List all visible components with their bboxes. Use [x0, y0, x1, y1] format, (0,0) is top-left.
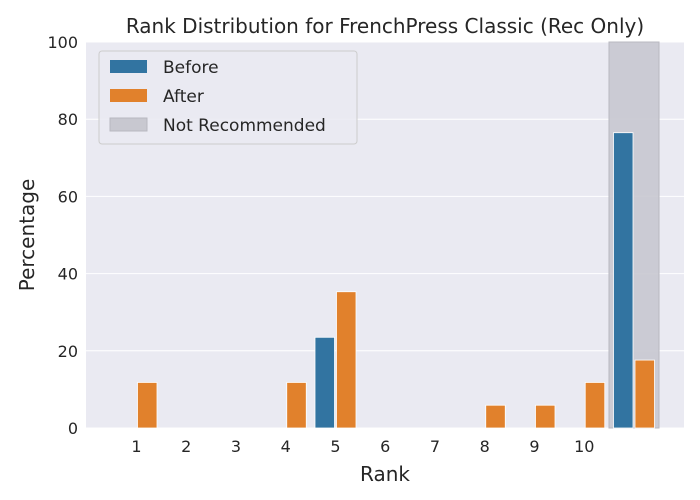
y-axis-title: Percentage	[15, 179, 39, 292]
x-tick-4: 4	[281, 437, 291, 456]
legend: Before After Not Recommended	[98, 50, 358, 145]
bars	[137, 132, 655, 429]
chart-title: Rank Distribution for FrenchPress Classi…	[126, 14, 644, 38]
x-tick-labels: 1 2 3 4 5 6 7 8 9 10	[131, 437, 594, 456]
y-tick-0: 0	[68, 419, 78, 438]
bar-after-5	[336, 291, 357, 429]
legend-swatch-not-recommended	[109, 117, 148, 132]
bar-after-9	[535, 404, 556, 429]
bar-before-not-recommended	[613, 132, 634, 429]
legend-swatch-after	[110, 89, 147, 102]
x-tick-9: 9	[529, 437, 539, 456]
bar-after-10	[584, 382, 606, 429]
legend-label-not-recommended: Not Recommended	[163, 116, 326, 136]
x-tick-3: 3	[231, 437, 241, 456]
y-tick-100: 100	[47, 33, 78, 52]
x-tick-8: 8	[480, 437, 490, 456]
x-tick-7: 7	[430, 437, 440, 456]
legend-label-after: After	[163, 87, 204, 107]
y-tick-20: 20	[58, 342, 78, 361]
y-tick-40: 40	[58, 265, 78, 284]
bar-after-1	[137, 382, 158, 429]
y-tick-labels: 0 20 40 60 80 100	[47, 33, 78, 438]
x-tick-1: 1	[131, 437, 141, 456]
bar-after-8	[485, 404, 506, 429]
x-tick-2: 2	[181, 437, 191, 456]
x-axis-title: Rank	[360, 462, 410, 486]
x-tick-6: 6	[380, 437, 390, 456]
x-tick-5: 5	[330, 437, 340, 456]
x-tick-10: 10	[574, 437, 594, 456]
legend-swatch-before	[110, 60, 147, 73]
y-tick-80: 80	[58, 110, 78, 129]
bar-after-4	[286, 382, 307, 429]
legend-box	[98, 50, 358, 145]
bar-after-not-recommended	[634, 359, 655, 429]
y-tick-60: 60	[58, 187, 78, 206]
bar-before-5	[314, 336, 335, 429]
gridlines	[86, 41, 684, 429]
legend-label-before: Before	[163, 58, 219, 78]
